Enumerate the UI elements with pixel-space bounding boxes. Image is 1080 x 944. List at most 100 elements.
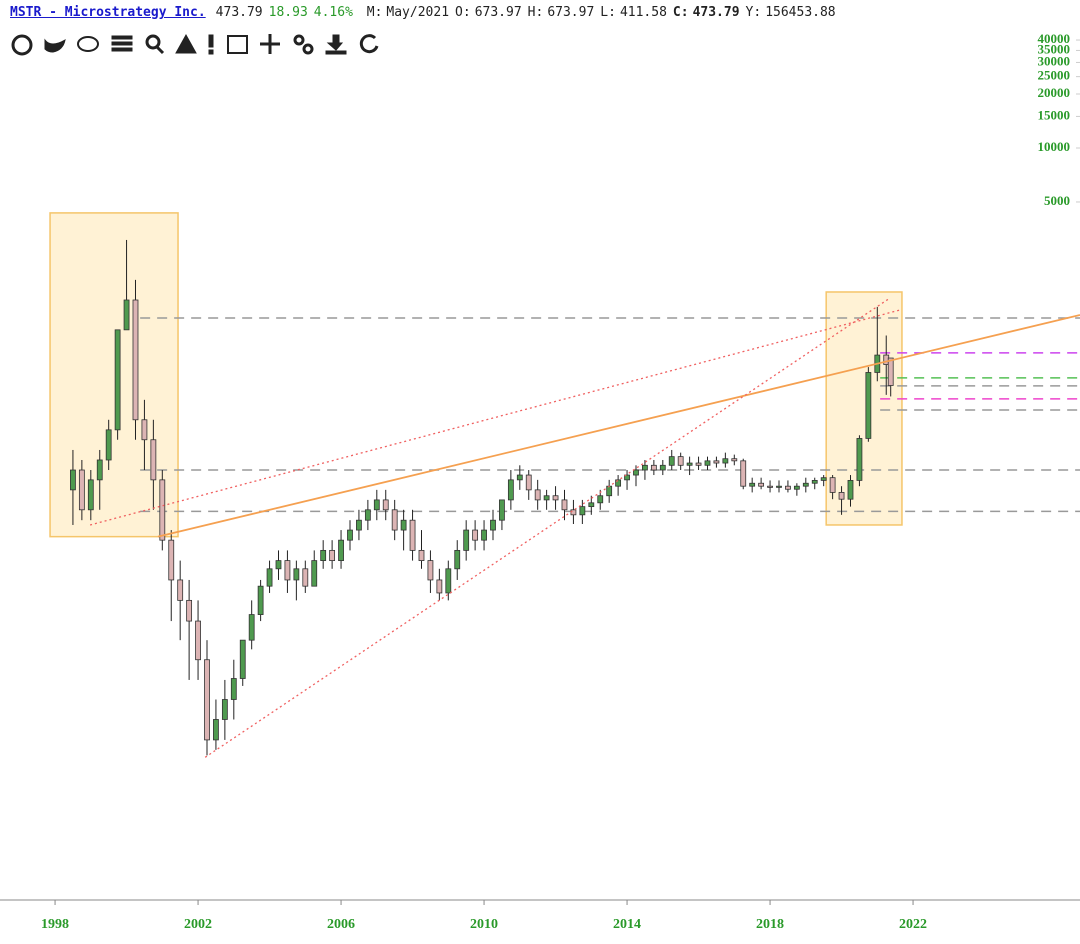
- field-value: May/2021: [386, 5, 450, 20]
- candle-body: [507, 479, 514, 501]
- y-tick-label: 35000: [1038, 41, 1071, 56]
- x-tick-label: 2002: [184, 917, 212, 932]
- candle-body: [248, 614, 255, 641]
- candle-body: [597, 495, 604, 504]
- x-tick-label: 2014: [613, 917, 641, 932]
- candle-body: [677, 456, 684, 466]
- list-icon[interactable]: [111, 35, 133, 52]
- candle-body: [114, 329, 121, 431]
- field-label: O:: [455, 5, 471, 20]
- candle-body: [695, 462, 702, 466]
- candle-body: [722, 458, 729, 464]
- candle-body: [758, 482, 765, 487]
- y-tick-label: 15000: [1038, 107, 1071, 122]
- candle-body: [776, 485, 782, 488]
- trend-line: [89, 309, 901, 526]
- field-label: L:: [600, 5, 616, 20]
- candle-body: [364, 509, 371, 521]
- calendar-icon[interactable]: [227, 35, 248, 54]
- candle-body: [802, 482, 809, 487]
- candle-body: [481, 529, 487, 541]
- candle-body: [820, 477, 827, 481]
- search-icon[interactable]: [145, 34, 165, 55]
- quote-header: MSTR - Microstrategy Inc. 473.79 18.93 4.16…: [10, 5, 848, 20]
- candle-body: [436, 579, 443, 594]
- change-pct: 4.16%: [313, 5, 353, 20]
- candle-body: [472, 529, 479, 541]
- candle-body: [132, 299, 139, 421]
- candle-body: [141, 419, 148, 441]
- candle-body: [887, 357, 894, 386]
- candle-body: [552, 495, 559, 501]
- x-tick-label: 2006: [327, 917, 355, 932]
- candle-body: [338, 539, 344, 561]
- candle-body: [767, 485, 773, 488]
- candle-body: [293, 568, 300, 581]
- highlight-box: [825, 291, 903, 526]
- candle-body: [284, 560, 291, 581]
- exclaim-icon[interactable]: [208, 34, 214, 55]
- candle-body: [96, 459, 103, 481]
- alert-icon[interactable]: [175, 33, 197, 54]
- candle-body: [659, 464, 666, 471]
- symbol-link[interactable]: MSTR - Microstrategy Inc.: [10, 5, 206, 20]
- y-tick-label: 25000: [1038, 68, 1071, 83]
- field-value: 673.97: [474, 5, 522, 20]
- candle-body: [356, 519, 362, 531]
- move-icon[interactable]: [260, 34, 280, 54]
- last-price: 473.79: [215, 5, 263, 20]
- candle-body: [70, 469, 76, 491]
- candle-body: [329, 549, 336, 561]
- candle-body: [749, 482, 756, 487]
- comment-icon[interactable]: [77, 36, 99, 52]
- candle-body: [105, 429, 112, 461]
- candle-body: [633, 469, 639, 476]
- field-label: C:: [672, 5, 689, 20]
- candle-body: [490, 519, 496, 531]
- candle-body: [713, 460, 720, 464]
- trend-line: [204, 297, 891, 758]
- field-label: H:: [527, 5, 544, 20]
- candle-body: [454, 549, 461, 570]
- y-tick-label: 20000: [1038, 85, 1071, 100]
- x-tick-label: 1998: [41, 917, 69, 932]
- candle-body: [561, 499, 568, 511]
- candle-body: [704, 460, 711, 466]
- candle-body: [168, 539, 175, 581]
- quote-fields: M: May/2021 O: 673.97 H: 673.97 L: 411.58 C: 473.…: [367, 5, 842, 20]
- link-icon[interactable]: [293, 34, 314, 55]
- x-tick-label: 2018: [756, 917, 784, 932]
- candle-body: [829, 477, 836, 493]
- x-tick-label: 2022: [899, 917, 927, 932]
- candle-body: [320, 549, 327, 561]
- candle-body: [159, 479, 166, 541]
- candle-body: [409, 519, 416, 551]
- candle-body: [266, 568, 273, 587]
- candle-body: [230, 678, 237, 700]
- candle-body: [856, 438, 863, 481]
- candle-body: [740, 460, 747, 487]
- candle-body: [793, 485, 800, 490]
- candle-body: [302, 568, 309, 587]
- candle-body: [588, 502, 595, 508]
- candle-body: [847, 480, 854, 500]
- candle-body: [570, 509, 577, 516]
- candle-body: [427, 560, 434, 581]
- field-value: 156453.88: [765, 5, 836, 20]
- twitter-icon[interactable]: [44, 38, 66, 53]
- candle-body: [525, 474, 532, 491]
- candle-body: [239, 639, 246, 679]
- candle-body: [499, 499, 505, 521]
- candle-body: [382, 499, 389, 511]
- dashboard-icon[interactable]: [11, 34, 33, 56]
- candle-body: [642, 464, 648, 471]
- refresh-icon[interactable]: [359, 34, 379, 54]
- candle-body: [865, 372, 872, 439]
- candle-body: [150, 439, 157, 481]
- candle-body: [177, 579, 184, 601]
- download-icon[interactable]: [325, 34, 347, 55]
- candle-body: [400, 519, 407, 531]
- field-value: 673.97: [547, 5, 595, 20]
- candle-body: [615, 479, 622, 487]
